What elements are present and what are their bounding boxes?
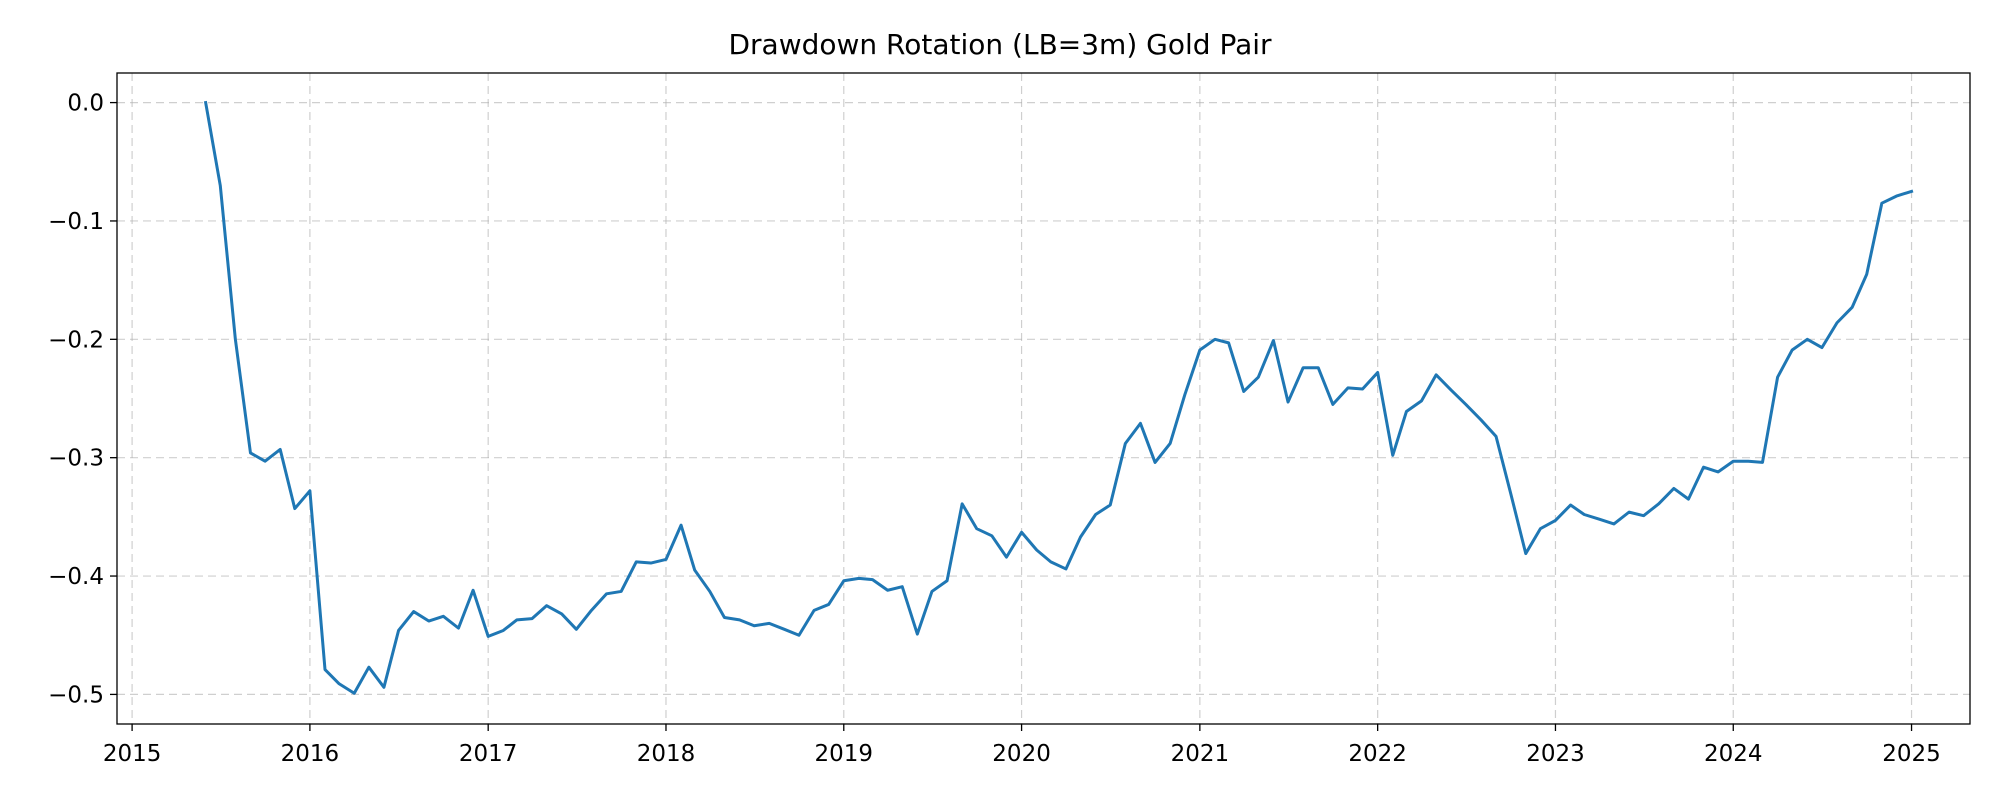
plot-frame — [116, 72, 1971, 725]
x-tick-label: 2024 — [1704, 741, 1763, 767]
y-tick-label: −0.5 — [48, 682, 104, 708]
x-tick-label: 2018 — [637, 741, 696, 767]
x-tick-label: 2015 — [103, 741, 162, 767]
y-tick-label: −0.1 — [48, 209, 104, 235]
x-tick-label: 2023 — [1526, 741, 1585, 767]
grid-lines — [117, 73, 1970, 724]
y-tick-label: 0.0 — [67, 91, 104, 117]
x-tick-label: 2019 — [815, 741, 874, 767]
x-tick-label: 2025 — [1882, 741, 1941, 767]
y-tick-label: −0.4 — [48, 564, 104, 590]
axes: 2015 2016 2017 2018 2019 2020 2021 2022 2023 2024… — [48, 91, 1941, 767]
x-tick-label: 2017 — [459, 741, 518, 767]
x-tick-label: 2016 — [281, 741, 340, 767]
series-line-0 — [203, 100, 1914, 695]
series-layer — [203, 100, 1914, 695]
y-tick-label: −0.2 — [48, 327, 104, 353]
x-tick-label: 2020 — [992, 741, 1051, 767]
chart-title: Drawdown Rotation (LB=3m) Gold Pair — [728, 28, 1272, 61]
x-tick-label: 2021 — [1171, 741, 1230, 767]
y-tick-label: −0.3 — [48, 446, 104, 472]
x-tick-label: 2022 — [1348, 741, 1407, 767]
